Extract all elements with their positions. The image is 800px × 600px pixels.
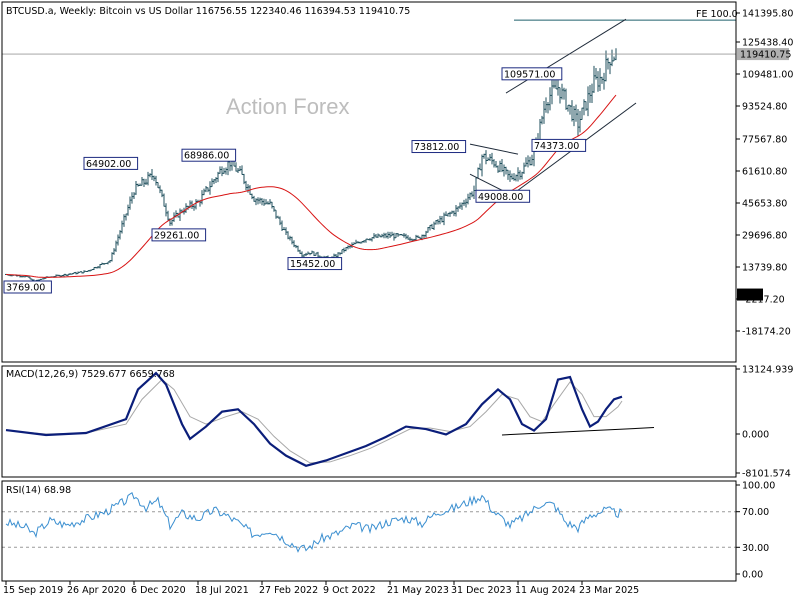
x-tick-label: 15 Sep 2019	[3, 585, 63, 596]
x-tick-label: 23 Mar 2025	[579, 585, 639, 596]
price-annotation-label: 64902.00	[86, 159, 131, 170]
price-annotation-box	[501, 67, 563, 81]
rsi-line	[5, 492, 623, 553]
rsi-title: RSI(14) 68.98	[6, 485, 71, 496]
price-annotation-box	[83, 156, 139, 170]
wedge-upper-line	[469, 143, 519, 155]
price-annotation-label: 49008.00	[478, 192, 523, 203]
price-annotation-box	[531, 138, 587, 152]
macd-tick-label: -8101.574	[742, 469, 791, 480]
chart-title: BTCUSD.a, Weekly: Bitcoin vs US Dollar 1…	[6, 6, 410, 17]
y-tick-label: 109481.00	[742, 70, 793, 81]
zero-badge	[737, 288, 763, 301]
price-annotation-label: 109571.00	[504, 69, 555, 80]
price-annotation-label: 29261.00	[154, 230, 199, 241]
candles-group	[5, 48, 617, 283]
watermark: Action Forex	[226, 94, 350, 119]
rsi-pane: 100.00 70.00 30.00 0.00	[2, 481, 775, 581]
price-annotation-label: 74373.00	[534, 141, 579, 152]
y-tick-label: -18174.20	[742, 327, 791, 338]
y-tick-label: 61610.80	[742, 167, 787, 178]
rsi-tick-label: 100.00	[742, 481, 775, 492]
x-tick-label: 26 Apr 2020	[67, 585, 126, 596]
macd-trendline	[501, 427, 655, 436]
price-annotation-box	[411, 140, 467, 154]
price-annotation-box	[151, 228, 207, 242]
signal-line	[5, 378, 623, 464]
y-tick-label: 29696.80	[742, 231, 787, 242]
price-pane: 141395.80 125438.40 109481.00 93524.80 77567…	[2, 9, 793, 338]
x-tick-label: 6 Dec 2020	[131, 585, 186, 596]
macd-title: MACD(12,26,9) 7529.677 6659.768	[6, 369, 175, 380]
price-annotation-label: 68986.00	[184, 151, 229, 162]
macd-tick-label: 13124.939	[742, 365, 793, 376]
macd-frame	[1, 365, 737, 478]
y-tick-label: 125438.40	[742, 38, 793, 49]
rsi-tick-label: 30.00	[742, 543, 769, 554]
zero-label: 0.00	[739, 290, 760, 301]
price-annotation-box	[287, 257, 343, 271]
x-tick-label: 31 Dec 2023	[451, 585, 512, 596]
price-annotation-label: 3769.00	[6, 282, 45, 293]
moving-average-line	[5, 94, 617, 278]
rsi-frame	[1, 480, 737, 582]
y-tick-label: -2217.20	[742, 295, 785, 306]
current-price-label: 119410.75	[740, 50, 791, 61]
y-tick-label: 13739.80	[742, 263, 787, 274]
rsi-tick-label: 0.00	[742, 570, 763, 581]
y-tick-label: 77567.80	[742, 135, 787, 146]
fe-label: FE 100.0	[696, 9, 738, 20]
channel-upper-line	[505, 18, 627, 94]
y-tick-label: 141395.80	[742, 9, 793, 20]
x-tick-label: 11 Aug 2024	[515, 585, 576, 596]
price-annotation-box	[181, 148, 237, 162]
y-tick-label: 93524.80	[742, 102, 787, 113]
macd-pane: 13124.939 0.000 -8101.574	[5, 365, 793, 480]
x-tick-label: 9 Oct 2022	[323, 585, 376, 596]
price-annotation-box	[475, 189, 531, 203]
price-annotation-label: 15452.00	[290, 259, 335, 270]
y-tick-label: 45653.80	[742, 199, 787, 210]
current-price-badge	[737, 48, 789, 61]
x-tick-label: 18 Jul 2021	[195, 585, 249, 596]
macd-tick-label: 0.000	[742, 430, 769, 441]
main-frame	[1, 1, 737, 363]
macd-line	[5, 371, 623, 467]
x-axis: 15 Sep 2019 26 Apr 2020 6 Dec 2020 18 Jul 2…	[3, 581, 639, 596]
rsi-tick-label: 70.00	[742, 507, 769, 518]
x-tick-label: 21 May 2023	[387, 585, 449, 596]
price-annotation-label: 73812.00	[414, 142, 459, 153]
price-annotation-box	[3, 280, 52, 294]
x-tick-label: 27 Feb 2022	[259, 585, 318, 596]
